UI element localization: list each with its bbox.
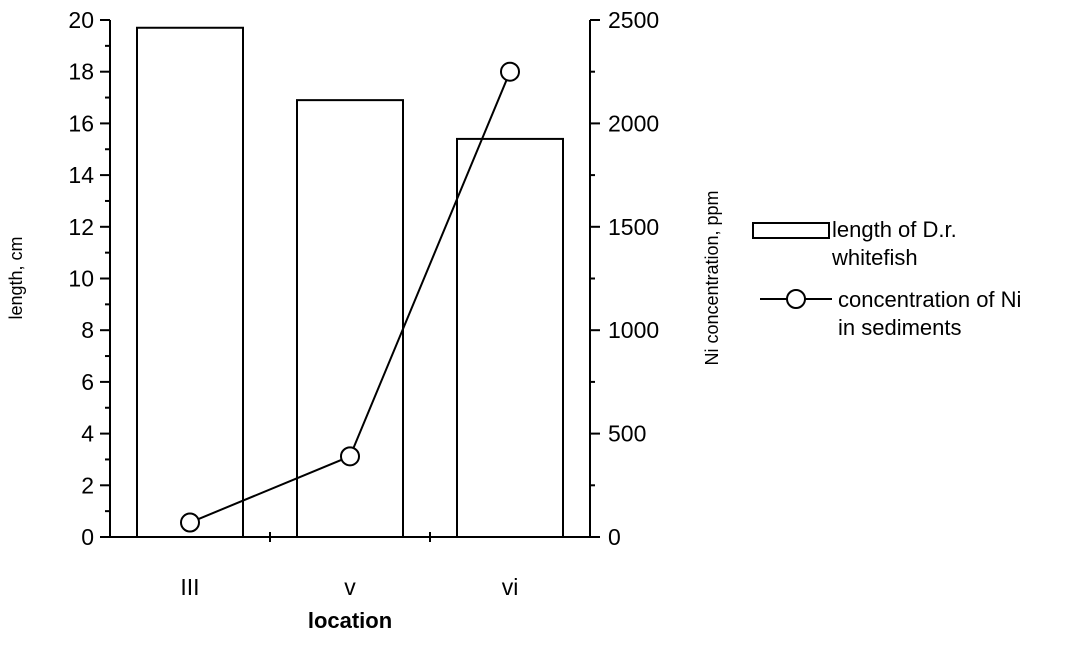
right-tick-label-2: 1000: [608, 317, 659, 343]
y-axis-title: length, cm: [6, 236, 26, 319]
left-tick-label-5: 10: [68, 266, 94, 292]
legend: length of D.r. whitefish concentration o…: [752, 217, 1021, 340]
left-y-ticks: 0 2 4 6 8 10 12 14 16 18 20: [68, 7, 110, 550]
x-tick-label-0: III: [180, 574, 199, 600]
legend-line-marker: [786, 289, 806, 309]
left-tick-label-6: 12: [68, 214, 94, 240]
legend-line-label-line2: in sediments: [838, 315, 962, 340]
right-tick-label-4: 2000: [608, 110, 659, 136]
line-series-group: [180, 61, 520, 533]
x-tick-label-2: vi: [502, 574, 519, 600]
left-tick-label-7: 14: [68, 162, 94, 188]
right-y-ticks: 0 500 1000 1500 2000 2500: [590, 7, 659, 550]
legend-line-label-line1: concentration of Ni: [838, 287, 1021, 312]
x-axis-title: location: [308, 608, 392, 633]
left-tick-label-9: 18: [68, 59, 94, 85]
legend-bar-label-line2: whitefish: [831, 245, 918, 270]
ni-point-2: [340, 446, 360, 467]
ni-point-1: [180, 512, 200, 533]
left-tick-label-4: 8: [81, 317, 94, 343]
right-tick-label-0: 0: [608, 524, 621, 550]
y2-axis-title: Ni concentration, ppm: [702, 190, 722, 365]
bar-1: [136, 26, 244, 538]
left-tick-label-3: 6: [81, 369, 94, 395]
left-tick-label-1: 2: [81, 472, 94, 498]
legend-bar-label-line1: length of D.r.: [832, 217, 957, 242]
left-tick-label-2: 4: [81, 421, 94, 447]
legend-bar-swatch: [752, 222, 830, 239]
right-tick-label-1: 500: [608, 421, 646, 447]
left-tick-label-8: 16: [68, 110, 94, 136]
x-ticks: III v vi: [180, 532, 518, 600]
x-tick-label-1: v: [344, 574, 356, 600]
bar-3: [456, 137, 564, 538]
ni-point-3: [500, 61, 520, 82]
right-tick-label-3: 1500: [608, 214, 659, 240]
left-tick-label-10: 20: [68, 7, 94, 33]
right-tick-label-5: 2500: [608, 7, 659, 33]
bars-group: [136, 26, 564, 538]
left-tick-label-0: 0: [81, 524, 94, 550]
